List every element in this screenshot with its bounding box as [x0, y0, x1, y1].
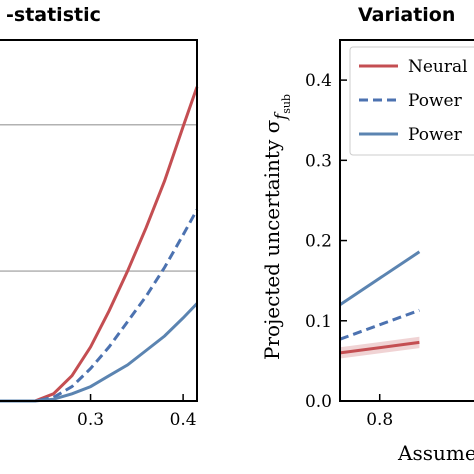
- left-x-tick-label: 0.3: [77, 410, 104, 430]
- right-series-line-2: [339, 308, 420, 341]
- right-panel: Variation 0.0 0.1 0.2 0.3 0.4 0.8 Projected …: [260, 4, 474, 465]
- right-y-tick-label: 0.4: [305, 71, 332, 91]
- legend-entry-label: Power: [408, 91, 463, 111]
- legend-entry-label: Neural: [408, 57, 468, 77]
- right-y-tick-label: 0.2: [305, 232, 332, 252]
- right-y-tick-label: 0.3: [305, 151, 332, 171]
- right-series-line-3: [339, 250, 421, 306]
- left-panel: -statistic 0.3 0.4: [0, 4, 199, 430]
- left-series-line-2: [0, 208, 199, 403]
- right-panel-title: Variation: [358, 4, 455, 26]
- left-x-ticks: 0.3 0.4: [77, 394, 197, 430]
- right-x-axis-label: Assume: [397, 441, 474, 465]
- right-y-axis-label: Projected uncertainty σfsub: [260, 94, 293, 360]
- left-plot-frame: [0, 39, 198, 402]
- left-series-group: [0, 86, 199, 403]
- right-y-tick-label: 0.1: [305, 312, 332, 332]
- right-x-ticks: 0.8: [366, 394, 393, 430]
- right-series-group: [339, 250, 421, 359]
- legend-entry-label: Power: [408, 125, 463, 145]
- legend: Neural Power Power: [349, 46, 474, 156]
- left-x-tick-label: 0.4: [170, 410, 197, 430]
- left-reference-lines: [0, 124, 197, 272]
- right-y-tick-label: 0.0: [305, 392, 332, 412]
- left-panel-title: -statistic: [6, 4, 101, 26]
- right-x-tick-label: 0.8: [366, 410, 393, 430]
- left-series-line-3: [0, 302, 199, 403]
- right-plot-frame: [339, 39, 474, 402]
- legend-box: [349, 46, 474, 156]
- left-series-line-1: [0, 86, 199, 403]
- right-y-ticks: 0.0 0.1 0.2 0.3 0.4: [305, 71, 347, 412]
- right-series-line-1: [339, 340, 420, 355]
